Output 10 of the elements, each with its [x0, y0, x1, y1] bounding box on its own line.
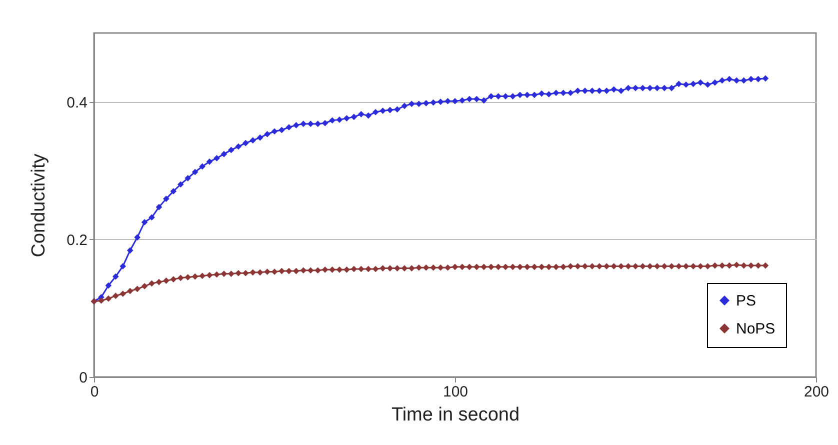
- legend-label: NoPS: [736, 320, 776, 338]
- x-tick-label: 100: [442, 384, 468, 400]
- y-tick-label: 0.4: [66, 94, 88, 112]
- x-tick-label: 200: [804, 384, 830, 400]
- x-tick-label: 0: [90, 384, 99, 400]
- x-axis-title: Time in second: [391, 404, 520, 426]
- y-tick-label: 0: [79, 370, 88, 386]
- y-tick-label: 0.2: [66, 232, 88, 249]
- legend-label: PS: [736, 292, 756, 310]
- y-axis-title: Conductivity: [28, 153, 50, 258]
